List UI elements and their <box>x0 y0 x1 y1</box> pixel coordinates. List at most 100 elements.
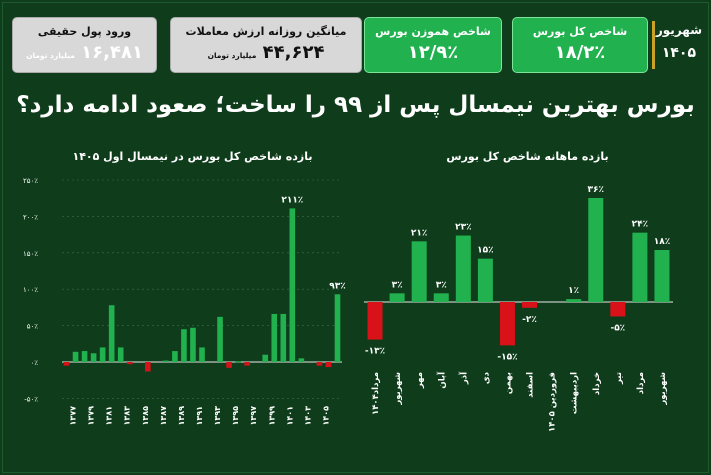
x-tick-label: ۱۳۹۹ <box>267 406 276 426</box>
x-tick-label: ۱۳۹۷ <box>249 406 258 426</box>
value-label: -۱۵٪ <box>497 352 517 362</box>
period-label: شهریور ۱۴۰۵ <box>650 17 702 71</box>
bar <box>81 351 88 362</box>
bar <box>217 316 223 362</box>
bar <box>280 313 287 362</box>
bar <box>163 360 169 362</box>
y-tick-label: -۵۰٪ <box>24 395 38 403</box>
value-label: ۳۶٪ <box>588 185 604 195</box>
bar <box>298 358 305 362</box>
value-label: ۱۵٪ <box>477 246 493 256</box>
month-label: شهریور <box>655 23 702 37</box>
data-label: ۹۳٪ <box>329 281 345 291</box>
total-index-card: شاخص کل بورس ۱۸/۲٪ <box>512 17 648 73</box>
value-label: ۳٪ <box>392 280 403 290</box>
x-tick-label: ۱۳۹۱ <box>195 406 204 426</box>
card-label: شاخص کل بورس <box>532 25 628 38</box>
x-tick-label: ۱۳۸۷ <box>159 406 168 426</box>
y-tick-label: ۲۰۰٪ <box>23 213 38 221</box>
x-tick-label: شهریور <box>658 372 668 406</box>
bar <box>455 235 471 302</box>
bar <box>172 351 178 362</box>
x-tick-label: ۱۳۹۳ <box>213 406 222 426</box>
value-label: ۲۱٪ <box>411 228 427 238</box>
equal-weight-index-card: شاخص هموزن بورس ۱۲/۹٪ <box>364 17 502 73</box>
x-tick-label: اردیبهشت <box>570 372 580 414</box>
page-title: بورس بهترین نیمسال پس از ۹۹ را ساخت؛ صعو… <box>16 92 695 118</box>
monthly-chart-title: بازده ماهانه شاخص کل بورس <box>446 150 609 163</box>
x-tick-label: ۱۳۷۷ <box>69 406 78 426</box>
bar <box>477 258 493 302</box>
bar <box>588 198 604 302</box>
value-label: ۲۴٪ <box>632 220 648 230</box>
bar <box>190 327 196 362</box>
avg-trade-value-card: میانگین روزانه ارزش معاملات ۴۴,۶۲۴ میلیا… <box>170 17 362 73</box>
bar <box>99 347 106 362</box>
bar <box>654 250 670 302</box>
bar <box>145 362 151 372</box>
bar <box>499 302 515 346</box>
x-tick-label: دی <box>481 371 491 384</box>
bar <box>90 353 97 362</box>
real-money-inflow-card: ورود پول حقیقی ۱۶,۴۸۱ میلیارد تومان <box>12 17 157 73</box>
y-tick-label: ۵۰٪ <box>27 323 39 331</box>
bar <box>389 293 405 302</box>
x-tick-label: فروردین ۱۴۰۵ <box>548 372 558 432</box>
bar <box>63 362 70 366</box>
x-tick-label: خرداد <box>592 372 602 395</box>
value-label: ۲۳٪ <box>455 223 471 233</box>
bar <box>632 232 648 302</box>
card-value: ۴۴,۶۲۴ میلیارد تومان <box>171 42 361 63</box>
y-tick-label: ۰٪ <box>30 359 38 367</box>
x-tick-label: ۱۳۸۱ <box>105 406 114 426</box>
bar <box>566 299 582 302</box>
card-label: شاخص هموزن بورس <box>375 25 491 38</box>
x-tick-label: ۱۴۰۵ <box>321 406 330 426</box>
value-label: -۱۳٪ <box>365 347 385 357</box>
value-label: ۳٪ <box>436 280 447 290</box>
y-tick-label: ۱۰۰٪ <box>23 286 38 294</box>
bar <box>181 329 187 362</box>
x-tick-label: ۱۳۸۹ <box>177 406 186 426</box>
y-tick-label: ۱۵۰٪ <box>23 250 38 258</box>
bar <box>411 241 427 302</box>
value-label: -۵٪ <box>610 323 625 333</box>
x-tick-label: آبان <box>435 371 447 389</box>
half-year-chart-title: بازده شاخص کل بورس در نیمسال اول ۱۴۰۵ <box>72 150 313 163</box>
x-tick-label: تیر <box>614 372 624 385</box>
card-value: ۱۲/۹٪ <box>407 42 459 63</box>
x-tick-label: ۱۴۰۱ <box>285 406 294 426</box>
bar <box>334 294 341 362</box>
x-tick-label: شهریور <box>393 372 403 406</box>
x-tick-label: ۱۴۰۳ <box>303 406 312 426</box>
bar <box>235 361 241 363</box>
card-label: میانگین روزانه ارزش معاملات <box>185 25 347 38</box>
bar <box>226 362 232 368</box>
card-unit: میلیارد تومان <box>26 51 75 60</box>
bar <box>271 313 278 362</box>
value-label: ۱٪ <box>568 286 579 296</box>
bar <box>325 362 332 368</box>
bar <box>262 354 269 362</box>
card-value: ۱۶,۴۸۱ میلیارد تومان <box>13 42 156 63</box>
bar <box>72 351 79 362</box>
x-tick-label: مهر <box>415 372 425 389</box>
bar <box>244 362 250 366</box>
x-tick-label: مرداد۱۴۰۴ <box>371 372 381 415</box>
card-label: ورود پول حقیقی <box>37 25 132 38</box>
year-label: ۱۴۰۵ <box>661 45 696 61</box>
x-tick-label: بهمن <box>503 372 513 394</box>
bar <box>367 302 383 340</box>
card-value: ۱۸/۲٪ <box>554 42 606 63</box>
bar <box>433 293 449 302</box>
card-unit: میلیارد تومان <box>207 51 257 60</box>
x-tick-label: اسفند <box>526 372 536 398</box>
x-tick-label: مرداد <box>636 372 646 394</box>
bar <box>199 347 205 362</box>
x-tick-label: ۱۳۸۵ <box>141 406 150 426</box>
bar <box>316 362 323 366</box>
x-tick-label: ۱۳۷۹ <box>87 406 96 426</box>
data-label: ۲۱۱٪ <box>281 195 303 205</box>
bar <box>289 208 296 362</box>
